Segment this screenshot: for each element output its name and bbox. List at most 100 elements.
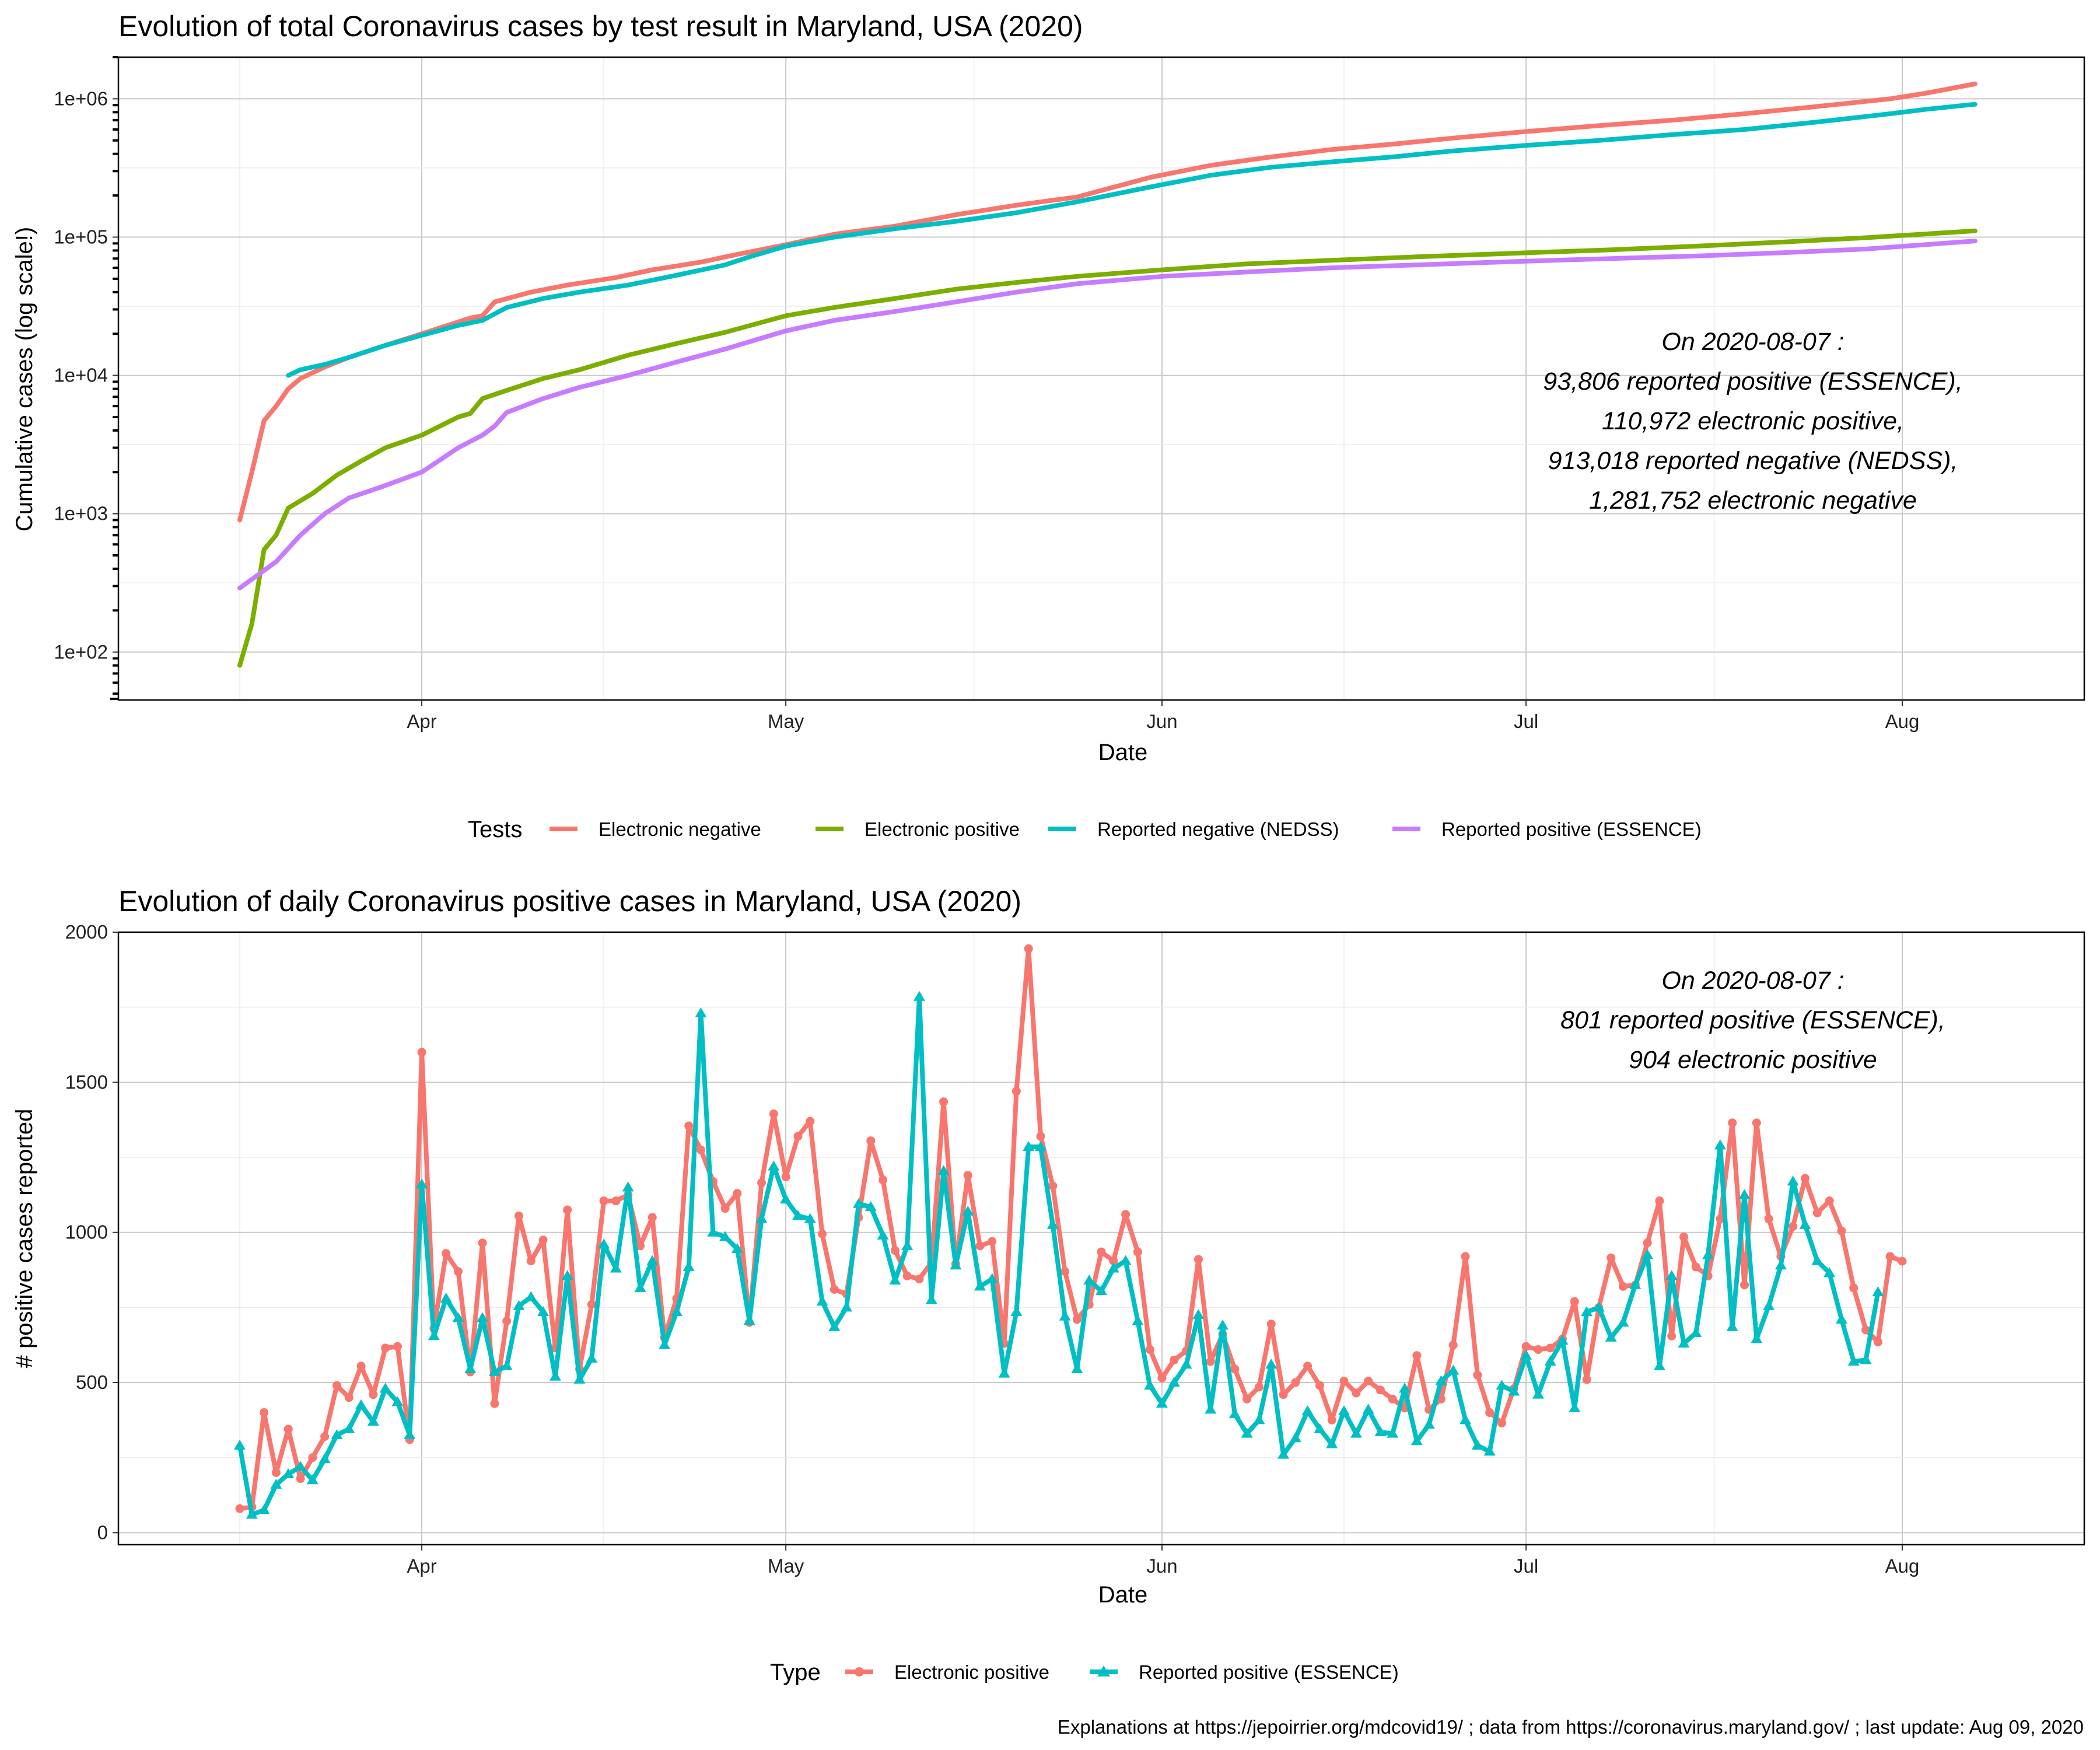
c2-point-1	[1678, 1338, 1690, 1348]
c2-y-tick-label: 500	[76, 1371, 108, 1393]
c2-point-0	[818, 1229, 827, 1238]
c2-point-0	[1303, 1362, 1312, 1371]
c2-point-0	[526, 1256, 536, 1266]
c2-point-0	[587, 1300, 596, 1309]
c2-point-0	[939, 1097, 949, 1107]
c2-point-0	[1461, 1252, 1470, 1261]
c2-point-0	[902, 1271, 912, 1280]
c1-y-tick-label: 1e+06	[54, 88, 108, 109]
chart1-annotation-line: 1,281,752 electronic negative	[1589, 487, 1917, 514]
c1-y-tick-label: 1e+05	[54, 226, 108, 247]
c2-point-0	[1485, 1408, 1494, 1418]
c2-point-0	[442, 1249, 451, 1258]
c1-legend-title: Tests	[468, 817, 522, 842]
c2-point-0	[308, 1453, 317, 1462]
chart2-legend: Type Electronic positive Reported positive…	[770, 1660, 1399, 1685]
c2-point-1	[974, 1280, 986, 1291]
c2-point-0	[1679, 1232, 1689, 1241]
c2-point-0	[478, 1238, 487, 1248]
c1-series-line-2	[286, 102, 1978, 378]
c2-point-1	[1751, 1333, 1763, 1343]
c2-point-1	[343, 1423, 355, 1433]
c2-point-0	[271, 1468, 281, 1477]
c2-point-0	[975, 1241, 985, 1251]
c2-point-0	[696, 1145, 706, 1154]
chart2-y-axis-title: # positive cases reported	[12, 1109, 37, 1368]
c2-point-0	[1279, 1390, 1288, 1399]
c2-point-0	[453, 1267, 463, 1276]
c2-point-1	[586, 1352, 598, 1363]
c2-point-1	[1726, 1321, 1738, 1331]
c2-point-1	[1096, 1285, 1107, 1296]
c2-point-1	[1665, 1270, 1678, 1280]
c2-point-1	[743, 1315, 755, 1325]
c2-point-0	[806, 1116, 815, 1126]
c2-point-1	[367, 1416, 379, 1426]
chart2-title: Evolution of daily Coronavirus positive …	[118, 885, 1021, 918]
c2-point-0	[1254, 1382, 1264, 1392]
c1-legend-label-3: Reported positive (ESSENCE)	[1441, 818, 1702, 840]
c2-point-0	[793, 1132, 803, 1141]
c2-point-0	[1801, 1174, 1810, 1183]
c2-point-0	[720, 1204, 730, 1213]
c2-point-1	[1410, 1435, 1423, 1446]
c2-point-1	[1763, 1300, 1775, 1310]
c2-point-1	[464, 1363, 477, 1373]
c2-point-0	[890, 1246, 900, 1255]
c2-point-0	[1230, 1364, 1240, 1374]
c1-y-tick-label: 1e+03	[54, 503, 108, 524]
c2-point-0	[1242, 1394, 1252, 1404]
c2-point-0	[757, 1178, 766, 1188]
c2-point-1	[1083, 1275, 1096, 1285]
c2-point-1	[1617, 1317, 1629, 1327]
chart2-panel-border	[117, 931, 2085, 1546]
c2-point-0	[1036, 1132, 1045, 1141]
c2-point-1	[1192, 1309, 1205, 1320]
c2-point-1	[1289, 1432, 1301, 1443]
c2-point-0	[1570, 1297, 1579, 1306]
chart2-annotation-line: On 2020-08-07 :	[1661, 967, 1844, 995]
c2-point-0	[830, 1285, 839, 1294]
c2-point-1	[804, 1213, 816, 1223]
c2-point-1	[1326, 1438, 1338, 1448]
c2-point-1	[1860, 1354, 1872, 1364]
c2-point-1	[513, 1300, 525, 1310]
c1-y-tick-label: 1e+04	[54, 365, 108, 386]
chart1-panel-border	[117, 56, 2085, 701]
c2-point-1	[234, 1440, 246, 1450]
c2-point-0	[356, 1362, 366, 1371]
c2-point-1	[1119, 1255, 1132, 1265]
c2-point-1	[561, 1270, 573, 1280]
c2-point-1	[537, 1306, 550, 1317]
c2-point-0	[1170, 1355, 1179, 1364]
c2-point-1	[707, 1226, 719, 1237]
c2-y-tick-label: 1000	[65, 1222, 108, 1243]
c2-point-1	[670, 1306, 682, 1317]
c1-legend-label-2: Reported negative (NEDSS)	[1097, 818, 1339, 840]
c2-point-1	[1629, 1279, 1642, 1289]
c2-point-1	[1362, 1404, 1374, 1414]
c2-point-0	[369, 1390, 378, 1399]
c2-point-1	[816, 1296, 828, 1306]
c2-point-0	[1448, 1340, 1458, 1350]
c2-point-1	[1399, 1382, 1411, 1393]
c2-point-1	[1010, 1306, 1023, 1317]
c2-point-1	[950, 1259, 962, 1270]
c2-point-0	[490, 1399, 499, 1408]
c2-point-0	[296, 1474, 305, 1483]
c2-point-1	[331, 1429, 343, 1440]
chart2-series	[234, 944, 1907, 1519]
c2-point-0	[1716, 1214, 1725, 1224]
c2-point-1	[1872, 1286, 1884, 1297]
c2-point-1	[1471, 1440, 1483, 1450]
caption: Explanations at https://jepoirrier.org/m…	[1058, 1716, 2084, 1738]
c2-y-tick-label: 0	[97, 1521, 108, 1543]
c2-point-0	[1412, 1351, 1422, 1360]
c2-point-1	[1799, 1219, 1811, 1229]
c2-point-0	[1012, 1087, 1021, 1096]
c2-x-tick-label: Jun	[1146, 1555, 1177, 1577]
c2-point-1	[440, 1292, 452, 1303]
c2-point-1	[1205, 1404, 1217, 1414]
c2-point-1	[1180, 1359, 1192, 1369]
